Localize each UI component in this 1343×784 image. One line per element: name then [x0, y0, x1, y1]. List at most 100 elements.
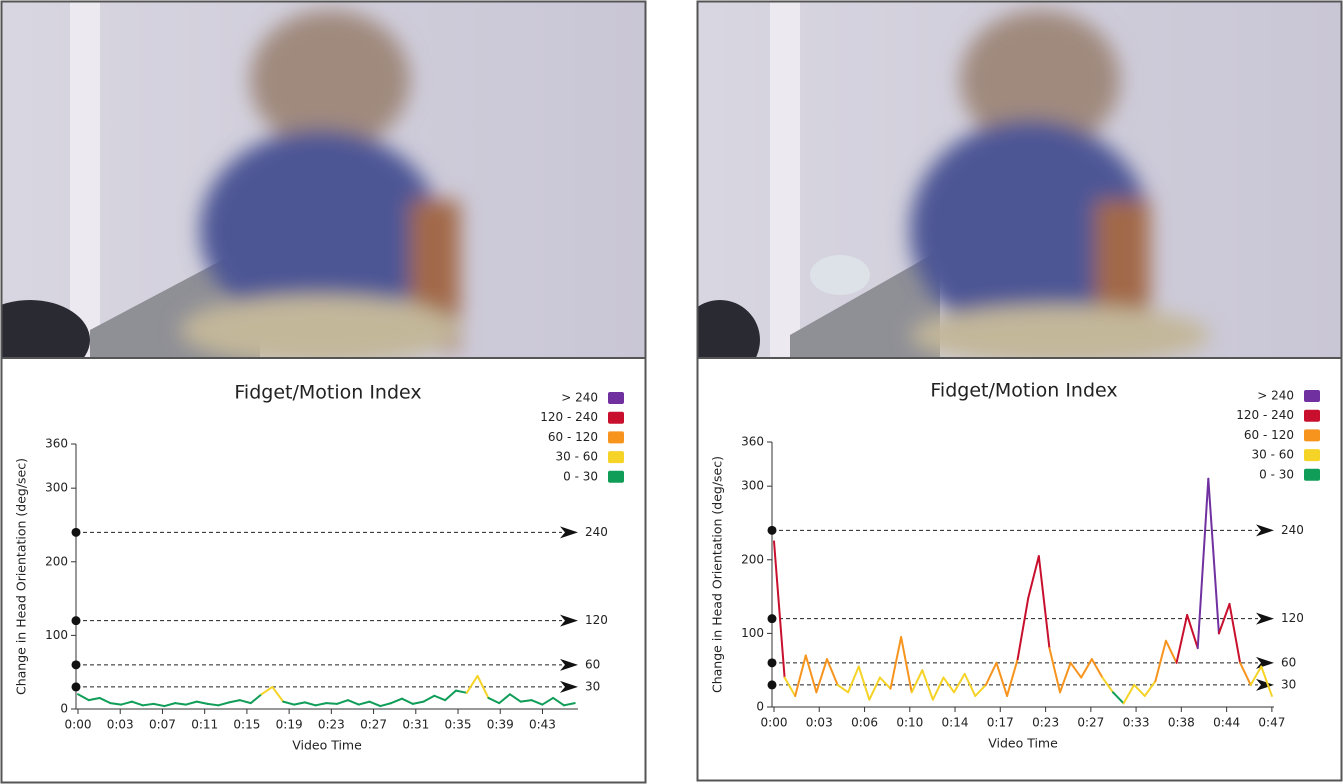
- y-tick-label: 0: [60, 702, 68, 716]
- line-segment: [783, 676, 797, 697]
- line-segment: [1260, 665, 1273, 697]
- line-segment: [314, 702, 328, 707]
- chart: Fidget/Motion Index > 240 120 - 240 60 - 12…: [14, 382, 624, 753]
- line-segment: [77, 693, 90, 702]
- line-segment: [804, 654, 818, 694]
- line-segment: [963, 672, 977, 697]
- threshold-label: 30: [1281, 677, 1296, 691]
- line-segment: [217, 701, 231, 707]
- line-segment: [1196, 477, 1210, 650]
- line-segment: [1101, 676, 1114, 694]
- threshold-arrow: [560, 526, 578, 539]
- x-tick-label: 0:00: [65, 718, 92, 732]
- x-axis-title: Video Time: [988, 736, 1058, 751]
- line-segment: [152, 702, 166, 708]
- legend-swatch: [608, 431, 624, 444]
- legend-label: 0 - 30: [1259, 467, 1294, 481]
- x-tick-label: 0:06: [851, 716, 878, 730]
- x-tick-label: 0:14: [942, 716, 969, 730]
- line-segment: [498, 693, 511, 705]
- line-segment: [238, 699, 252, 705]
- line-segment: [120, 700, 133, 706]
- line-segment: [552, 696, 565, 707]
- line-segment: [476, 674, 490, 699]
- x-tick-label: 0:15: [233, 718, 260, 732]
- line-segment: [87, 696, 101, 702]
- threshold-arrow: [560, 680, 578, 693]
- line-segment: [292, 701, 306, 706]
- threshold-dot: [767, 680, 777, 690]
- threshold-dot: [71, 682, 81, 692]
- line-segment: [1059, 661, 1072, 694]
- legend-label: 120 - 240: [540, 410, 598, 424]
- line-segment: [847, 665, 860, 694]
- line-segment: [868, 676, 881, 701]
- threshold-label: 120: [585, 613, 608, 627]
- line-segment: [562, 702, 576, 707]
- line-segment: [1154, 639, 1167, 683]
- threshold-dot: [767, 614, 777, 624]
- line-segment: [206, 702, 220, 707]
- threshold-label: 60: [585, 657, 600, 671]
- line-segment: [228, 699, 241, 704]
- line-segment: [1207, 477, 1220, 635]
- line-segment: [98, 696, 112, 705]
- line-segment: [422, 694, 436, 703]
- line-segment: [1228, 602, 1242, 664]
- line-segment: [1090, 658, 1104, 679]
- x-tick-label: 0:03: [107, 718, 134, 732]
- x-tick-label: 0:10: [896, 716, 923, 730]
- line-segment: [303, 701, 317, 707]
- legend-swatch: [1304, 429, 1320, 442]
- line-segment: [130, 700, 144, 707]
- line-segment: [1027, 555, 1040, 600]
- x-tick-label: 0:00: [761, 716, 788, 730]
- line-segment: [508, 693, 522, 703]
- threshold-arrow: [1256, 656, 1274, 669]
- line-segment: [1080, 658, 1093, 679]
- legend-label: 0 - 30: [563, 469, 598, 483]
- x-axis-title: Video Time: [292, 738, 362, 753]
- threshold-dot: [71, 527, 81, 537]
- line-segment: [368, 700, 382, 708]
- line-segment: [282, 700, 295, 706]
- y-tick-label: 360: [741, 435, 764, 449]
- video-frame: [698, 2, 1341, 358]
- line-segment: [379, 702, 393, 708]
- threshold-dot: [71, 616, 81, 626]
- legend-label: 30 - 60: [1252, 448, 1295, 462]
- threshold-arrow: [1256, 612, 1274, 625]
- line-segment: [433, 694, 447, 702]
- line-segment: [141, 702, 155, 707]
- line-segment: [530, 699, 544, 706]
- x-tick-label: 0:17: [987, 716, 1014, 730]
- line-segment: [1175, 613, 1189, 664]
- x-tick-label: 0:23: [318, 718, 345, 732]
- legend-label: 120 - 240: [1236, 408, 1294, 422]
- x-tick-label: 0:31: [402, 718, 429, 732]
- line-segment: [931, 676, 945, 701]
- chart-title: Fidget/Motion Index: [930, 380, 1117, 402]
- line-segment: [794, 654, 807, 697]
- line-segment: [465, 674, 479, 694]
- line-segment: [109, 702, 123, 706]
- line-segment: [900, 636, 913, 694]
- line-segment: [336, 699, 349, 705]
- y-tick-label: 100: [45, 628, 68, 642]
- threshold-label: 30: [585, 679, 600, 693]
- line-segment: [910, 669, 924, 694]
- x-tick-label: 0:11: [191, 718, 218, 732]
- threshold-dot: [767, 525, 777, 535]
- line-segment: [1111, 691, 1125, 705]
- y-axis-title: Change in Head Orientation (deg/sec): [710, 456, 725, 693]
- line-segment: [1048, 647, 1062, 694]
- line-segment: [390, 697, 403, 705]
- y-tick-label: 200: [45, 554, 68, 568]
- line-segment: [974, 683, 987, 697]
- legend-swatch: [608, 392, 624, 404]
- line-segment: [1122, 683, 1136, 705]
- x-tick-label: 0:47: [1258, 716, 1285, 730]
- y-tick-label: 300: [45, 481, 68, 495]
